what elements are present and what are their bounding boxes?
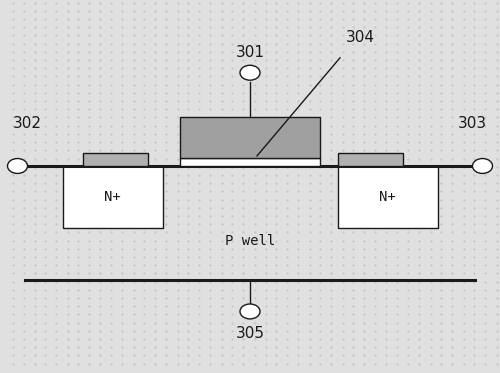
Circle shape <box>8 159 28 173</box>
Bar <box>180 117 320 158</box>
Text: P well: P well <box>225 233 275 248</box>
Text: 305: 305 <box>236 326 264 341</box>
Bar <box>82 153 148 166</box>
Circle shape <box>240 65 260 80</box>
Text: 304: 304 <box>346 30 374 45</box>
Circle shape <box>472 159 492 173</box>
Bar <box>62 166 162 228</box>
Text: 301: 301 <box>236 45 264 60</box>
Text: N+: N+ <box>104 190 121 204</box>
Bar <box>338 153 402 166</box>
Bar <box>338 166 438 228</box>
Text: 303: 303 <box>458 116 487 131</box>
Text: N+: N+ <box>379 190 396 204</box>
Bar <box>180 158 320 166</box>
Circle shape <box>240 304 260 319</box>
Text: 302: 302 <box>13 116 42 131</box>
